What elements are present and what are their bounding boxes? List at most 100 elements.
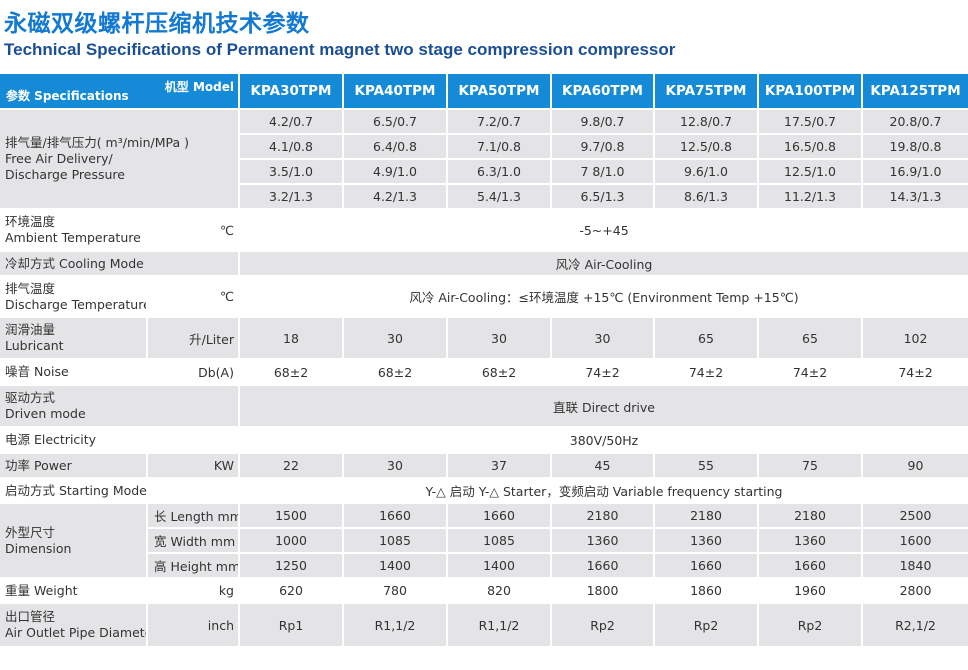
table-cell: 6.4/0.8 (344, 135, 448, 160)
discharge-temp-unit: ℃ (148, 277, 240, 318)
table-cell: 65 (655, 318, 759, 360)
header-row: 机型 Model 参数 Specifications KPA30TPM KPA4… (0, 74, 968, 110)
table-cell: 4.9/1.0 (344, 160, 448, 185)
table-cell: 68±2 (448, 360, 552, 386)
table-cell: 30 (448, 318, 552, 360)
table-cell: 20.8/0.7 (863, 110, 968, 135)
table-cell: R1,1/2 (448, 604, 552, 648)
table-cell: 6.5/0.7 (344, 110, 448, 135)
table-row: 环境温度 Ambient Temperature ℃ -5~+45 (0, 210, 968, 252)
table-cell: 74±2 (759, 360, 863, 386)
table-cell: 1800 (552, 579, 655, 604)
noise-unit: Db(A) (148, 360, 240, 386)
spec-header-label: 参数 Specifications (6, 89, 129, 103)
table-cell: 2180 (655, 504, 759, 529)
model-header: KPA40TPM (344, 74, 448, 110)
table-cell: 12.5/0.8 (655, 135, 759, 160)
dimension-unit: 长 Length mm (148, 504, 240, 529)
dimension-label-en: Dimension (5, 540, 72, 556)
table-cell: R1,1/2 (344, 604, 448, 648)
ambient-label-en: Ambient Temperature (5, 230, 141, 245)
table-row: 宽 Width mm 1000 1085 1085 1360 1360 1360… (0, 529, 968, 554)
table-cell: 1660 (552, 554, 655, 579)
outlet-label-en: Air Outlet Pipe Diameter (5, 625, 148, 640)
table-cell: 6.3/1.0 (448, 160, 552, 185)
model-header: KPA125TPM (863, 74, 968, 110)
starting-value: Y-△ 启动 Y-△ Starter，变频启动 Variable frequen… (240, 479, 968, 504)
table-row: 驱动方式 Driven mode 直联 Direct drive (0, 386, 968, 428)
table-cell: R2,1/2 (863, 604, 968, 648)
table-cell: 1360 (655, 529, 759, 554)
table-cell: Rp2 (655, 604, 759, 648)
table-cell: 1400 (344, 554, 448, 579)
table-row: 噪音 Noise Db(A) 68±2 68±2 68±2 74±2 74±2 … (0, 360, 968, 386)
table-cell: 7 8/1.0 (552, 160, 655, 185)
weight-unit: kg (148, 579, 240, 604)
model-header: KPA30TPM (240, 74, 344, 110)
table-cell: 12.8/0.7 (655, 110, 759, 135)
dimension-unit: 宽 Width mm (148, 529, 240, 554)
table-cell: 1360 (552, 529, 655, 554)
table-cell: 1860 (655, 579, 759, 604)
outlet-unit: inch (148, 604, 240, 648)
drive-label-cn: 驱动方式 (5, 390, 56, 405)
cooling-label: 冷却方式 Cooling Mode (0, 252, 240, 277)
discharge-temp-label: 排气温度 Discharge Temperature (0, 277, 148, 318)
table-cell: 30 (344, 454, 448, 479)
header-corner: 机型 Model 参数 Specifications (0, 74, 240, 110)
fad-label-en-1: Free Air Delivery/ (5, 151, 113, 166)
table-cell: 19.8/0.8 (863, 135, 968, 160)
table-cell: 1660 (759, 554, 863, 579)
table-row: 4.1/0.8 6.4/0.8 7.1/0.8 9.7/0.8 12.5/0.8… (0, 135, 968, 160)
table-cell: 18 (240, 318, 344, 360)
table-row: 出口管径 Air Outlet Pipe Diameter inch Rp1 R… (0, 604, 968, 648)
outlet-label: 出口管径 Air Outlet Pipe Diameter (0, 604, 148, 648)
table-cell: 14.3/1.3 (863, 185, 968, 210)
table-cell: 1600 (863, 529, 968, 554)
table-cell: 4.2/1.3 (344, 185, 448, 210)
table-cell: 3.5/1.0 (240, 160, 344, 185)
table-cell: 1250 (240, 554, 344, 579)
table-cell: 9.6/1.0 (655, 160, 759, 185)
table-cell: 4.1/0.8 (240, 135, 344, 160)
table-cell: 2800 (863, 579, 968, 604)
table-row: 冷却方式 Cooling Mode 风冷 Air-Cooling (0, 252, 968, 277)
table-cell: 1500 (240, 504, 344, 529)
table-cell: 37 (448, 454, 552, 479)
table-cell: Rp2 (759, 604, 863, 648)
table-row: 3.5/1.0 4.9/1.0 6.3/1.0 7 8/1.0 9.6/1.0 … (0, 160, 968, 185)
table-row: 润滑油量 Lubricant 升/Liter 18 30 30 30 65 65… (0, 318, 968, 360)
table-cell: 9.8/0.7 (552, 110, 655, 135)
spec-table: 机型 Model 参数 Specifications KPA30TPM KPA4… (0, 74, 968, 648)
table-cell: 2180 (759, 504, 863, 529)
table-cell: 11.2/1.3 (759, 185, 863, 210)
table-cell: Rp1 (240, 604, 344, 648)
table-cell: 6.5/1.3 (552, 185, 655, 210)
table-cell: 1085 (448, 529, 552, 554)
table-cell: 68±2 (240, 360, 344, 386)
table-row: 高 Height mm 1250 1400 1400 1660 1660 166… (0, 554, 968, 579)
dimension-label: 外型尺寸 Dimension (0, 504, 148, 579)
table-cell: 1660 (448, 504, 552, 529)
table-cell: 12.5/1.0 (759, 160, 863, 185)
page-title-cn: 永磁双级螺杆压缩机技术参数 (4, 11, 310, 37)
outlet-label-cn: 出口管径 (5, 609, 56, 624)
table-cell: Rp2 (552, 604, 655, 648)
table-row: 启动方式 Starting Mode Y-△ 启动 Y-△ Starter，变频… (0, 479, 968, 504)
drive-label-en: Driven mode (5, 406, 86, 421)
table-cell: 102 (863, 318, 968, 360)
lubricant-label-cn: 润滑油量 (5, 322, 56, 337)
electricity-value: 380V/50Hz (240, 428, 968, 454)
electricity-label: 电源 Electricity (0, 428, 240, 454)
weight-label: 重量 Weight (0, 579, 148, 604)
starting-label: 启动方式 Starting Mode (0, 479, 240, 504)
ambient-value: -5~+45 (240, 210, 968, 252)
table-cell: 68±2 (344, 360, 448, 386)
table-cell: 45 (552, 454, 655, 479)
drive-label: 驱动方式 Driven mode (0, 386, 240, 428)
table-cell: 8.6/1.3 (655, 185, 759, 210)
table-cell: 75 (759, 454, 863, 479)
table-cell: 74±2 (863, 360, 968, 386)
model-header: KPA100TPM (759, 74, 863, 110)
table-cell: 74±2 (655, 360, 759, 386)
